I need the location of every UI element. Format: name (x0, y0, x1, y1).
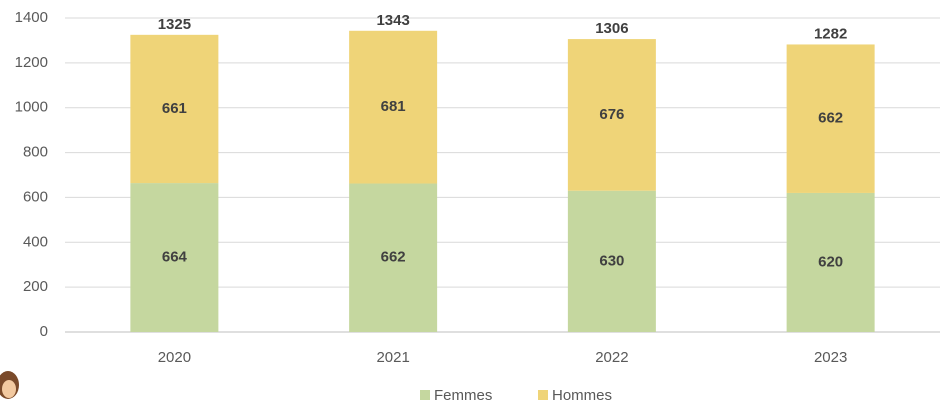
legend-label: Femmes (434, 387, 492, 404)
bar-segment (567, 39, 656, 191)
total-label: 1282 (814, 25, 847, 42)
bar-segment (786, 44, 875, 193)
y-tick-label: 1400 (15, 9, 48, 26)
y-tick-label: 200 (23, 278, 48, 295)
bar-segment (130, 183, 219, 332)
x-tick-label: 2022 (595, 349, 628, 366)
bar-segment (349, 30, 438, 184)
y-tick-label: 0 (40, 323, 48, 340)
bar-segment (349, 183, 438, 332)
total-label: 1306 (595, 20, 628, 37)
data-label: 662 (381, 249, 406, 266)
x-tick-label: 2021 (376, 349, 409, 366)
y-tick-label: 400 (23, 233, 48, 250)
data-label: 630 (599, 252, 624, 269)
y-tick-label: 800 (23, 144, 48, 161)
y-tick-label: 1000 (15, 99, 48, 116)
legend-swatch (538, 390, 548, 400)
bar-segment (567, 190, 656, 332)
legend-swatch (420, 390, 430, 400)
y-tick-label: 1200 (15, 54, 48, 71)
data-label: 676 (599, 106, 624, 123)
data-label: 661 (162, 100, 187, 117)
x-tick-label: 2023 (814, 349, 847, 366)
x-tick-label: 2020 (158, 349, 191, 366)
data-label: 681 (381, 98, 406, 115)
legend-label: Hommes (552, 387, 612, 404)
data-label: 664 (162, 249, 188, 266)
bar-segment (786, 192, 875, 332)
bar-segment (130, 34, 219, 184)
total-label: 1343 (376, 12, 409, 29)
y-tick-label: 600 (23, 188, 48, 205)
avatar (0, 371, 19, 399)
total-label: 1325 (158, 16, 191, 33)
data-label: 620 (818, 253, 843, 270)
data-label: 662 (818, 110, 843, 127)
